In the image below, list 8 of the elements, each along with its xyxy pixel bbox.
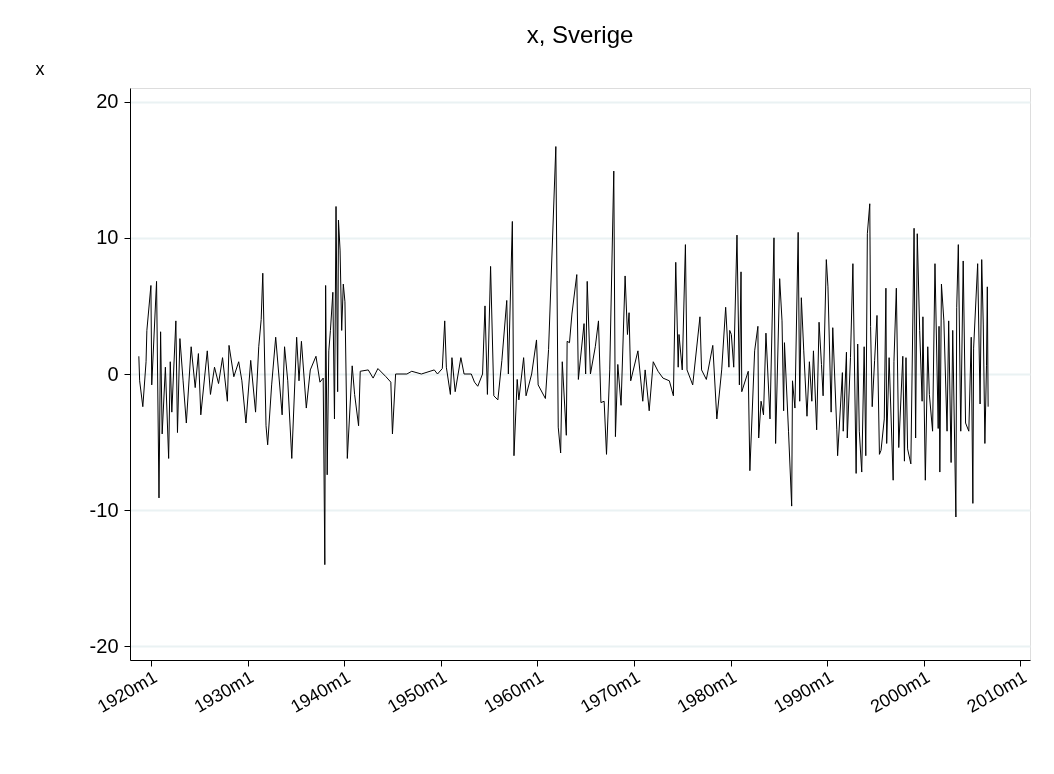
y-tick-label: 20	[96, 90, 119, 113]
y-tick-label: -10	[89, 498, 119, 521]
line-series	[138, 146, 989, 566]
y-tick-label: 10	[96, 226, 119, 249]
chart-title: x, Sverige	[526, 21, 634, 48]
y-tick-label: 0	[107, 362, 119, 385]
y-axis-title: x	[35, 58, 45, 79]
y-tick-label: -20	[89, 634, 119, 657]
